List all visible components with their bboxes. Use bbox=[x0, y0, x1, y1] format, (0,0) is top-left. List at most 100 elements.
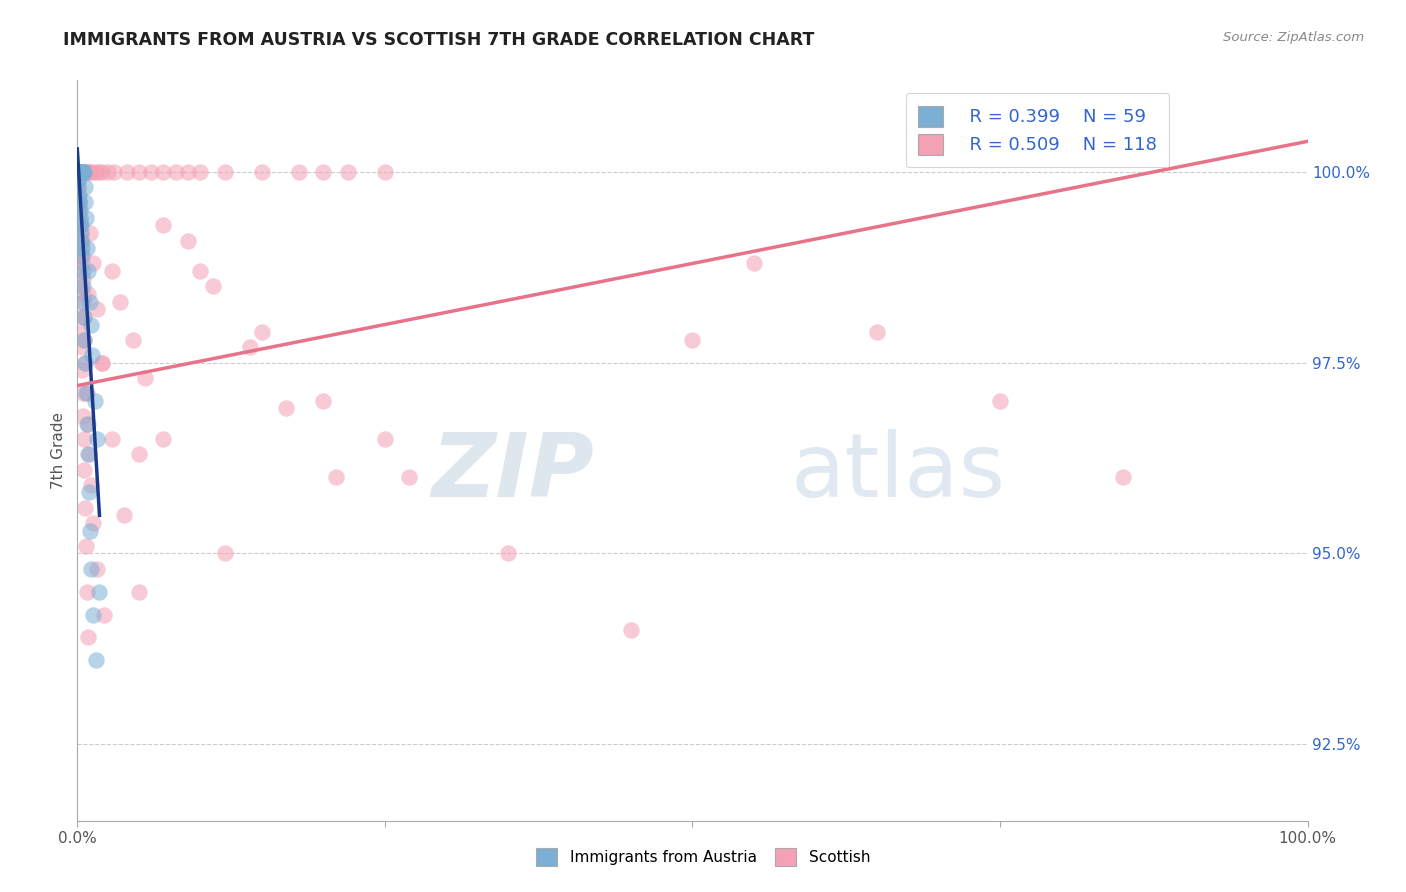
Point bbox=[67, 195, 90, 210]
Point bbox=[75, 195, 97, 210]
Point bbox=[177, 165, 200, 179]
Point bbox=[67, 234, 90, 248]
Point bbox=[250, 325, 273, 339]
Point bbox=[67, 202, 90, 217]
Point bbox=[73, 165, 96, 179]
Point bbox=[115, 165, 138, 179]
Point bbox=[67, 202, 90, 217]
Point bbox=[67, 249, 90, 263]
Point bbox=[325, 470, 347, 484]
Point bbox=[67, 165, 90, 179]
Point bbox=[77, 631, 100, 645]
Text: atlas: atlas bbox=[792, 429, 1007, 516]
Point bbox=[69, 165, 91, 179]
Point bbox=[374, 165, 396, 179]
Point bbox=[110, 294, 132, 309]
Point bbox=[121, 333, 143, 347]
Point bbox=[70, 226, 93, 240]
Point bbox=[67, 172, 90, 186]
Point bbox=[398, 470, 420, 484]
Point bbox=[67, 172, 90, 186]
Point bbox=[70, 234, 93, 248]
Point bbox=[79, 294, 101, 309]
Point bbox=[67, 165, 90, 179]
Point bbox=[69, 219, 91, 233]
Point bbox=[67, 165, 90, 179]
Point bbox=[82, 607, 104, 622]
Point bbox=[70, 256, 93, 270]
Point bbox=[75, 211, 97, 225]
Point bbox=[66, 165, 89, 179]
Point bbox=[69, 211, 91, 225]
Point bbox=[742, 256, 765, 270]
Point bbox=[312, 165, 335, 179]
Point bbox=[165, 165, 187, 179]
Point bbox=[86, 562, 108, 576]
Point bbox=[152, 165, 174, 179]
Point bbox=[69, 219, 91, 233]
Point bbox=[177, 234, 200, 248]
Point bbox=[84, 653, 107, 667]
Point bbox=[374, 432, 396, 446]
Point bbox=[66, 165, 89, 179]
Point bbox=[1112, 470, 1135, 484]
Point bbox=[72, 165, 94, 179]
Point bbox=[89, 584, 111, 599]
Point bbox=[77, 264, 100, 278]
Point bbox=[152, 432, 174, 446]
Point bbox=[70, 310, 93, 324]
Point bbox=[70, 165, 93, 179]
Point bbox=[72, 279, 94, 293]
Point bbox=[76, 386, 98, 401]
Point bbox=[70, 165, 93, 179]
Point bbox=[93, 607, 115, 622]
Point bbox=[72, 363, 94, 377]
Point bbox=[72, 386, 94, 401]
Point bbox=[70, 165, 93, 179]
Point bbox=[67, 187, 90, 202]
Point bbox=[72, 294, 94, 309]
Point bbox=[239, 340, 262, 354]
Point bbox=[141, 165, 163, 179]
Point bbox=[72, 165, 94, 179]
Point bbox=[128, 447, 150, 461]
Point bbox=[72, 409, 94, 423]
Point bbox=[69, 165, 91, 179]
Point bbox=[250, 165, 273, 179]
Point bbox=[69, 165, 91, 179]
Point bbox=[75, 539, 97, 553]
Point bbox=[86, 302, 108, 317]
Legend:   R = 0.399    N = 59,   R = 0.509    N = 118: R = 0.399 N = 59, R = 0.509 N = 118 bbox=[905, 93, 1170, 167]
Point bbox=[69, 165, 91, 179]
Point bbox=[70, 165, 93, 179]
Point bbox=[84, 165, 107, 179]
Point bbox=[69, 211, 91, 225]
Point bbox=[682, 333, 704, 347]
Point bbox=[77, 287, 100, 301]
Point bbox=[73, 165, 96, 179]
Point bbox=[73, 333, 96, 347]
Point bbox=[69, 202, 91, 217]
Point bbox=[620, 623, 643, 637]
Point bbox=[128, 584, 150, 599]
Point bbox=[69, 165, 91, 179]
Point bbox=[201, 279, 224, 293]
Point bbox=[69, 294, 91, 309]
Point bbox=[70, 165, 93, 179]
Point bbox=[80, 478, 103, 492]
Point bbox=[83, 393, 105, 408]
Point bbox=[70, 340, 93, 354]
Point bbox=[101, 432, 124, 446]
Point bbox=[988, 393, 1011, 408]
Y-axis label: 7th Grade: 7th Grade bbox=[51, 412, 66, 489]
Point bbox=[134, 371, 156, 385]
Point bbox=[67, 195, 90, 210]
Point bbox=[70, 234, 93, 248]
Point bbox=[82, 516, 104, 530]
Point bbox=[72, 432, 94, 446]
Point bbox=[75, 356, 97, 370]
Point bbox=[73, 310, 96, 324]
Point bbox=[90, 356, 114, 370]
Point bbox=[103, 165, 125, 179]
Point bbox=[67, 180, 90, 194]
